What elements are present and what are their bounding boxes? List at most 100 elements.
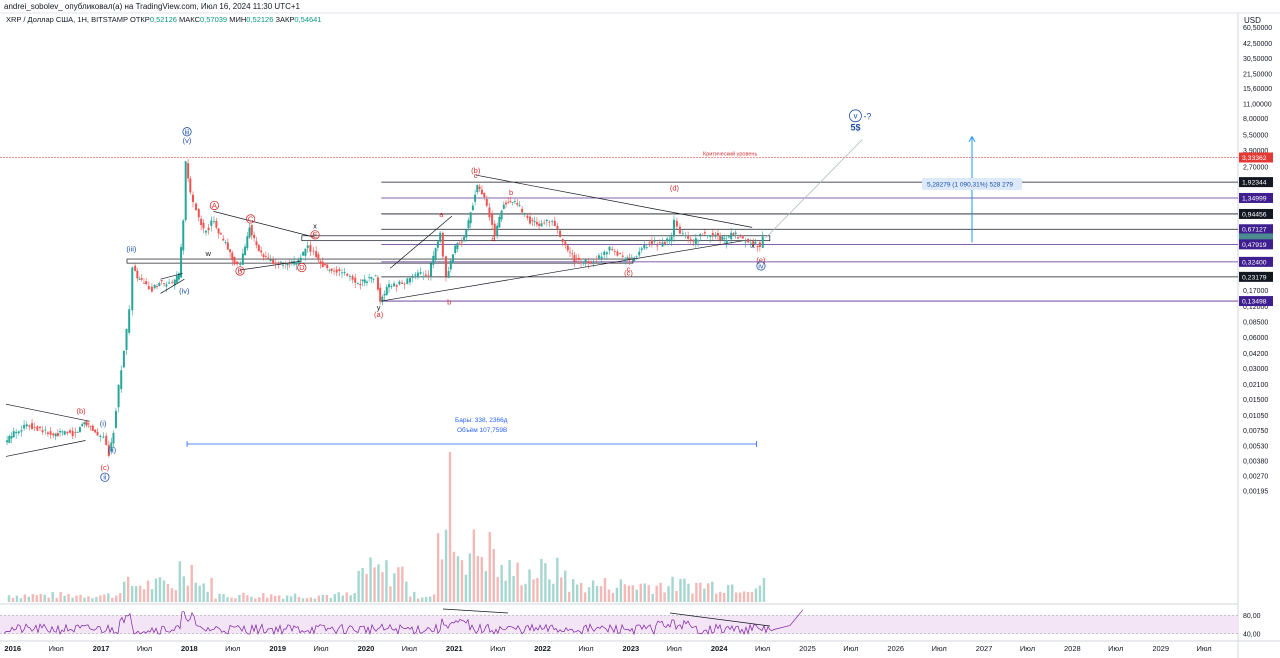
volume-bar: [270, 594, 273, 602]
volume-bar: [345, 592, 348, 602]
wave-label: (b): [76, 406, 86, 415]
volume-bar: [146, 580, 150, 602]
candle-body: [302, 251, 305, 256]
candle-body: [200, 218, 203, 226]
volume-bar: [122, 581, 126, 602]
candle-body: [354, 277, 357, 283]
candle-body: [33, 427, 36, 429]
volume-bar: [619, 579, 623, 602]
volume-bar: [246, 595, 249, 602]
price-tick-label: 30,50000: [1243, 56, 1272, 63]
volume-bar: [722, 592, 726, 602]
candle-body: [390, 286, 393, 287]
volume-bar: [607, 589, 611, 602]
low-value: 0,52126: [246, 15, 274, 24]
wave-labels: (iii)(iv)iii(v)wABCDxEy(a)ab(b)cab(c)c(d…: [76, 109, 862, 482]
candle-body: [697, 240, 700, 242]
candle-body: [589, 262, 592, 263]
volume-bar: [413, 591, 416, 602]
wave-label-circle: [209, 200, 219, 211]
volume-bar: [738, 592, 742, 602]
time-tick-label: 2023: [623, 644, 640, 653]
close-value: 0,54641: [294, 15, 322, 24]
candle-body: [66, 431, 69, 434]
candle-body: [142, 282, 145, 284]
time-tick-label: Июл: [843, 644, 858, 653]
time-tick-label: 2025: [799, 644, 816, 653]
candle-body: [635, 256, 638, 258]
candle-body: [605, 252, 608, 255]
candle-body: [54, 433, 57, 437]
price-axis-badge: [1239, 239, 1273, 250]
candle-body: [76, 431, 79, 433]
volume-bar: [583, 592, 587, 602]
wave-label: c: [474, 171, 478, 180]
candle-body: [96, 431, 99, 436]
time-tick-label: Июл: [490, 644, 505, 653]
candle-body: [145, 281, 148, 285]
candle-body: [150, 286, 153, 292]
time-tick-label: 2017: [93, 644, 110, 653]
volume-bar: [472, 529, 476, 602]
price-tick-label: 8,00000: [1243, 116, 1268, 123]
time-tick-label: Июл: [402, 644, 417, 653]
rsi-div-line: [442, 608, 509, 614]
candle-body: [416, 272, 419, 278]
trendline: [213, 211, 316, 238]
candle-body: [648, 242, 651, 244]
candle-body: [309, 244, 312, 252]
time-tick-label: 2018: [181, 644, 198, 653]
volume-bar: [675, 590, 678, 602]
wave-label: iii: [185, 127, 190, 136]
candle-body: [653, 240, 656, 242]
rsi-band: [0, 615, 1238, 634]
projection-label-box: [922, 178, 1022, 190]
candle-body: [739, 236, 742, 238]
candle-body: [444, 256, 447, 277]
candle-body: [83, 422, 86, 425]
price-tick-label: 0,04200: [1243, 351, 1268, 358]
candle-body: [469, 212, 472, 224]
volume-bar: [707, 583, 710, 602]
candle-body: [187, 163, 190, 179]
wave-label: (iv): [179, 286, 190, 295]
candle-body: [672, 219, 675, 237]
candle-body: [658, 242, 661, 244]
volume-bar: [353, 593, 356, 602]
candle-body: [191, 194, 194, 202]
volume-bar: [754, 588, 758, 602]
price-axis-badge: [1239, 224, 1273, 235]
candle-body: [628, 257, 631, 261]
candle-body: [147, 286, 150, 290]
candle-body: [293, 261, 296, 265]
volume-bar: [655, 585, 658, 602]
low-label: МИН: [229, 15, 247, 24]
time-tick-label: Июл: [1196, 644, 1211, 653]
candle-body: [175, 275, 178, 283]
candle-body: [295, 262, 298, 265]
candle-body: [393, 283, 396, 287]
candle-body: [85, 421, 88, 426]
volume-bar: [532, 579, 535, 602]
candle-body: [89, 425, 92, 427]
trendline: [5, 440, 86, 457]
candle-body: [709, 235, 712, 237]
volume-bar: [115, 595, 118, 602]
candle-body: [401, 282, 404, 284]
candle-body: [516, 202, 519, 205]
volume-bar: [317, 595, 321, 602]
candle-body: [485, 199, 488, 206]
candle-body: [44, 429, 47, 431]
volume-bar: [67, 593, 70, 602]
price-axis-badge: [1239, 152, 1273, 163]
candle-body: [556, 225, 559, 229]
candle-body: [317, 254, 320, 261]
horizontal-levels: [381, 181, 1238, 302]
price-axis-badge-text: 0,94456: [1242, 211, 1267, 218]
volume-bar: [484, 571, 487, 602]
volume-bar: [516, 562, 519, 602]
candle-body: [741, 236, 744, 239]
candle-body: [87, 423, 90, 425]
time-tick-label: 2021: [446, 644, 463, 653]
